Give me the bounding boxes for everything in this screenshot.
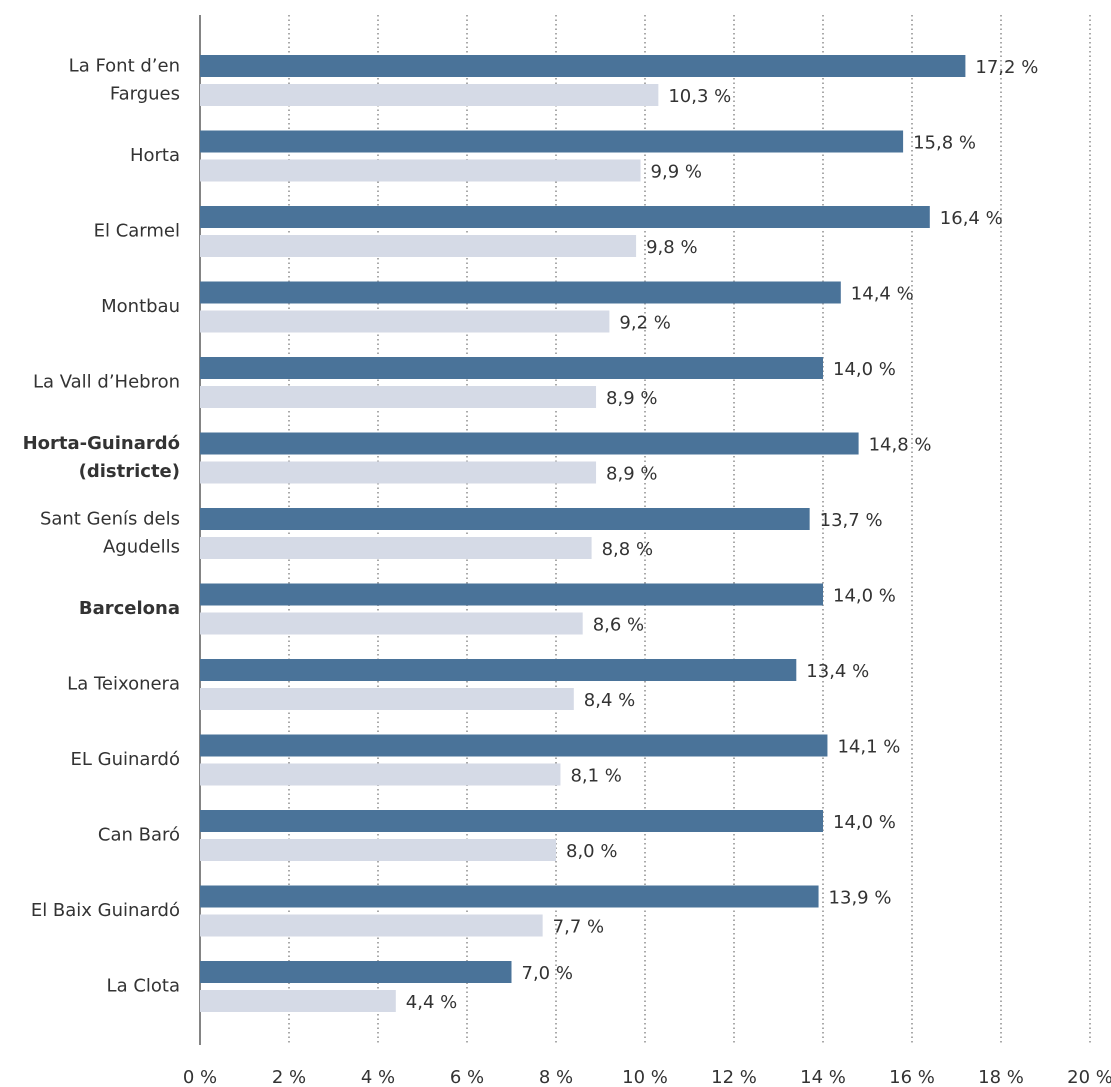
value-label: 14,0 %	[833, 812, 896, 833]
bar	[200, 537, 592, 559]
x-tick-label: 20 %	[1067, 1067, 1111, 1087]
bar	[200, 159, 641, 182]
value-label: 9,8 %	[646, 237, 697, 258]
bar	[200, 839, 556, 861]
x-tick-label: 6 %	[450, 1067, 484, 1087]
value-label: 8,9 %	[606, 388, 657, 409]
category-label: Montbau	[101, 296, 180, 317]
value-label: 8,6 %	[593, 615, 644, 636]
value-label: 8,0 %	[566, 841, 617, 862]
value-label: 13,4 %	[806, 661, 869, 682]
category-label: Horta	[130, 145, 180, 166]
category-label: Barcelona	[79, 598, 180, 619]
category-label: La Font d’en Fargues	[69, 56, 180, 105]
value-label: 8,9 %	[606, 464, 657, 485]
bar	[200, 461, 597, 484]
x-tick-label: 16 %	[889, 1067, 935, 1087]
bar	[200, 688, 574, 710]
category-label: La Vall d’Hebron	[33, 372, 180, 393]
value-label: 13,7 %	[820, 510, 883, 531]
bar	[200, 612, 583, 635]
category-label: Can Baró	[98, 825, 180, 846]
category-label: La Teixonera	[67, 674, 180, 695]
value-label: 8,8 %	[602, 539, 653, 560]
category-label: Sant Genís dels Agudells	[40, 509, 180, 558]
bar	[200, 281, 841, 304]
bar	[200, 810, 823, 832]
value-label: 14,0 %	[833, 359, 896, 380]
x-tick-label: 10 %	[622, 1067, 668, 1087]
bar	[200, 235, 637, 257]
value-label: 14,4 %	[851, 284, 914, 305]
category-label: El Carmel	[94, 221, 180, 242]
value-label: 9,2 %	[619, 313, 670, 334]
x-tick-label: 18 %	[978, 1067, 1024, 1087]
bar	[200, 659, 797, 681]
value-label: 14,0 %	[833, 586, 896, 607]
bar	[200, 357, 823, 379]
x-tick-label: 12 %	[711, 1067, 757, 1087]
value-label: 4,4 %	[406, 992, 457, 1013]
bar	[200, 508, 810, 530]
category-label: EL Guinardó	[71, 749, 180, 770]
value-label: 17,2 %	[975, 57, 1038, 78]
bar	[200, 914, 543, 937]
value-label: 15,8 %	[913, 133, 976, 154]
x-tick-label: 2 %	[272, 1067, 306, 1087]
bar	[200, 55, 966, 77]
bar	[200, 386, 597, 408]
value-label: 8,1 %	[570, 766, 621, 787]
x-tick-label: 14 %	[800, 1067, 846, 1087]
value-label: 7,0 %	[522, 963, 573, 984]
category-label: La Clota	[107, 976, 180, 997]
bar	[200, 583, 823, 606]
value-label: 14,8 %	[869, 435, 932, 456]
category-label: Horta-Guinardó (districte)	[23, 433, 180, 482]
bar	[200, 310, 610, 333]
x-tick-label: 8 %	[539, 1067, 573, 1087]
category-label: El Baix Guinardó	[31, 900, 180, 921]
value-label: 14,1 %	[837, 737, 900, 758]
bar	[200, 206, 930, 228]
value-label: 8,4 %	[584, 690, 635, 711]
bar	[200, 885, 819, 908]
bar	[200, 961, 512, 983]
bar	[200, 763, 561, 786]
value-label: 16,4 %	[940, 208, 1003, 229]
bar	[200, 130, 904, 153]
bar	[200, 432, 859, 455]
x-tick-label: 4 %	[361, 1067, 395, 1087]
value-label: 9,9 %	[651, 162, 702, 183]
value-label: 7,7 %	[553, 917, 604, 938]
bar	[200, 990, 396, 1012]
x-tick-label: 0 %	[183, 1067, 217, 1087]
value-label: 10,3 %	[668, 86, 731, 107]
value-label: 13,9 %	[829, 888, 892, 909]
bar	[200, 84, 659, 106]
bar	[200, 734, 828, 757]
